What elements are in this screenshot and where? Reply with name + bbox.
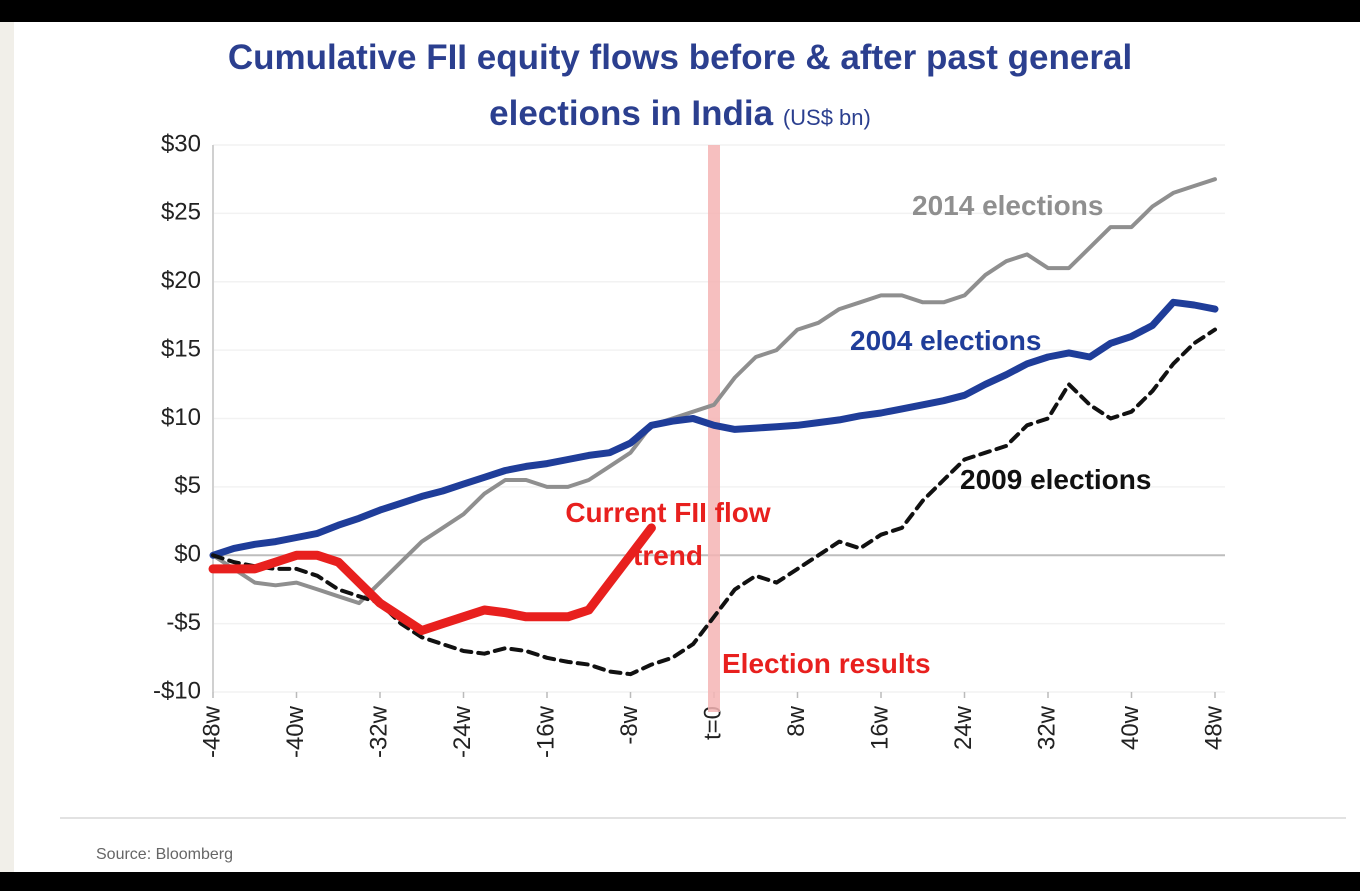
- x-tick-label: 40w: [1117, 705, 1144, 750]
- x-tick-label: 48w: [1200, 705, 1227, 750]
- y-tick-label: $10: [161, 404, 201, 431]
- x-tick-label: -16w: [532, 705, 559, 758]
- x-tick-label: 8w: [783, 705, 810, 736]
- series-label: 2014 elections: [912, 190, 1104, 221]
- series-line: [208, 523, 656, 635]
- y-tick-label: $5: [174, 472, 201, 499]
- y-tick-label: $30: [161, 130, 201, 157]
- x-tick-label: 16w: [866, 705, 893, 750]
- series-label: Current FII flow trend: [565, 497, 771, 571]
- annotation: Election results: [722, 648, 931, 679]
- series-label: 2004 elections: [850, 325, 1042, 356]
- y-tick-label: -$5: [166, 609, 201, 636]
- x-tick-label: -40w: [282, 705, 309, 758]
- y-tick-label: -$10: [153, 677, 201, 704]
- x-tick-label: 24w: [950, 705, 977, 750]
- title-block: Cumulative FII equity flows before & aft…: [190, 30, 1170, 146]
- chart-title: Cumulative FII equity flows before & aft…: [227, 38, 1133, 133]
- chart-subtitle: (US$ bn): [782, 105, 871, 130]
- y-tick-label: $15: [161, 335, 201, 362]
- bottom-bar: [0, 872, 1360, 891]
- series-line: [209, 298, 1219, 559]
- y-tick-label: $20: [161, 267, 201, 294]
- x-tick-label: -8w: [616, 705, 643, 744]
- x-tick-label: 32w: [1033, 705, 1060, 750]
- top-bar: [0, 0, 1360, 22]
- panel: [14, 22, 1360, 872]
- x-tick-label: -32w: [365, 705, 392, 758]
- y-tick-label: $0: [174, 541, 201, 568]
- source-note: Source: Bloomberg: [96, 846, 233, 863]
- x-tick-label: -48w: [198, 705, 225, 758]
- x-tick-label: -24w: [449, 705, 476, 758]
- series-label: 2009 elections: [960, 464, 1152, 495]
- series-line: [211, 177, 1217, 606]
- y-tick-label: $25: [161, 199, 201, 226]
